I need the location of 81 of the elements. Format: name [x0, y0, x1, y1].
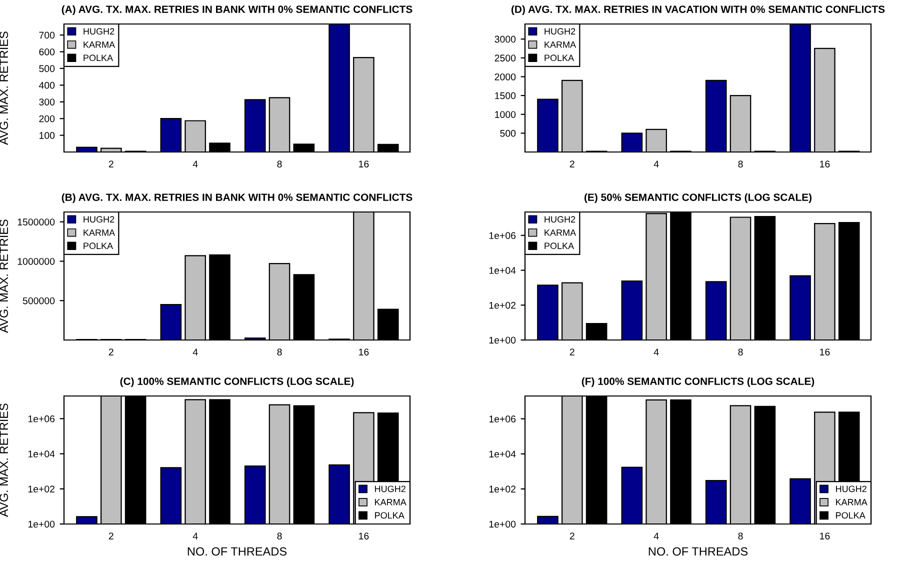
x-tick-label: 8 — [738, 348, 743, 356]
x-tick-label: 16 — [820, 532, 830, 540]
y-tick-label: 1e+06 — [489, 232, 516, 240]
y-tick-label: 1e+02 — [28, 486, 54, 492]
legend-label: KARMA — [84, 230, 116, 236]
y-axis-title: AVG. MAX. RETRIES — [0, 32, 8, 145]
x-tick-label: 8 — [277, 160, 282, 168]
legend-label: HUGH2 — [544, 216, 576, 223]
y-tick-label: 500 — [39, 65, 55, 72]
x-tick-label: 2 — [570, 348, 574, 356]
x-tick-label: 2 — [108, 160, 114, 168]
legend-label: POLKA — [836, 512, 866, 519]
legend-label: KARMA — [84, 42, 116, 48]
y-tick-label: 1e+04 — [489, 450, 516, 458]
x-tick-label: 8 — [738, 532, 743, 540]
y-tick-label: 600 — [39, 48, 55, 56]
y-tick-label: 400 — [38, 82, 55, 89]
x-tick-label: 8 — [277, 348, 282, 356]
legend-label: KARMA — [836, 499, 868, 506]
x-tick-label: 4 — [654, 348, 659, 356]
x-tick-label: 16 — [820, 160, 830, 168]
legend-label: HUGH2 — [84, 216, 114, 223]
chart-title: (F) 100% SEMANTIC CONFLICTS (LOG SCALE) — [582, 377, 814, 388]
chart-title: (B) AVG. TX. MAX. RETRIES IN BANK WITH 0% SEMANTIC CONFLICTS — [62, 193, 412, 204]
legend-label: POLKA — [544, 242, 574, 250]
legend-label: KARMA — [544, 42, 576, 48]
chart-title: (A) AVG. TX. MAX. RETRIES IN BANK WITH 0% SEMANTIC CONFLICTS — [62, 5, 412, 16]
legend-label: HUGH2 — [544, 28, 576, 35]
x-tick-label: 4 — [654, 160, 659, 168]
chart-title: (E) 50% SEMANTIC CONFLICTS (LOG SCALE) — [584, 193, 812, 204]
y-tick-label: 1500000 — [18, 218, 55, 226]
x-tick-label: 2 — [570, 160, 574, 168]
y-axis-title: AVG. MAX. RETRIES — [0, 220, 8, 333]
x-tick-label: 4 — [192, 348, 198, 356]
legend-label: KARMA — [375, 499, 406, 506]
y-tick-label: 500000 — [22, 297, 55, 304]
y-tick-label: 1e+06 — [489, 416, 516, 422]
x-tick-label: 16 — [359, 532, 369, 540]
chart-title: (D) AVG. TX. MAX. RETRIES IN VACATION WITH 0% SEMANTIC CONFLICTS — [512, 5, 885, 16]
x-tick-label: 16 — [359, 160, 369, 168]
y-tick-label: 1e+00 — [28, 520, 55, 528]
y-tick-label: 1e+02 — [489, 302, 516, 309]
y-tick-label: 1e+02 — [489, 486, 516, 493]
y-tick-label: 500 — [500, 130, 516, 137]
y-tick-label: 1e+06 — [28, 415, 55, 422]
legend-label: HUGH2 — [84, 28, 114, 35]
y-tick-label: 1000000 — [18, 258, 55, 265]
y-tick-label: 2500 — [494, 54, 516, 62]
x-tick-label: 8 — [277, 532, 282, 540]
x-tick-label: 4 — [192, 160, 198, 168]
y-tick-label: 1000 — [495, 111, 516, 118]
y-tick-label: 200 — [39, 115, 55, 122]
y-tick-label: 300 — [39, 98, 55, 106]
x-axis-title: NO. OF THREADS — [648, 547, 748, 556]
x-tick-label: 8 — [738, 160, 743, 168]
y-tick-label: 1e+04 — [28, 450, 55, 458]
y-axis-title: AVG. MAX. RETRIES — [0, 404, 8, 517]
x-tick-label: 2 — [108, 348, 114, 356]
legend-label: HUGH2 — [375, 486, 406, 492]
legend-label: POLKA — [84, 54, 114, 62]
y-tick-label: 2000 — [494, 73, 516, 80]
x-tick-label: 16 — [359, 348, 369, 356]
y-tick-label: 1e+00 — [489, 520, 516, 528]
legend-label: KARMA — [544, 230, 576, 236]
y-tick-label: 700 — [39, 32, 55, 39]
x-axis-title: NO. OF THREADS — [188, 547, 287, 556]
y-tick-label: 1e+04 — [489, 267, 516, 274]
y-tick-label: 1e+00 — [489, 336, 516, 344]
legend-label: POLKA — [84, 242, 114, 250]
x-tick-label: 4 — [654, 532, 659, 540]
x-tick-label: 4 — [192, 532, 198, 540]
legend-label: POLKA — [544, 54, 574, 62]
legend-label: HUGH2 — [836, 486, 866, 492]
y-tick-label: 100 — [39, 132, 55, 139]
chart-title: (C) 100% SEMANTIC CONFLICTS (LOG SCALE) — [120, 377, 354, 388]
y-tick-label: 3000 — [494, 36, 516, 43]
legend-label: POLKA — [375, 512, 404, 519]
y-tick-label: 1500 — [495, 92, 516, 100]
x-tick-label: 2 — [570, 532, 574, 540]
x-tick-label: 2 — [108, 532, 114, 540]
x-tick-label: 16 — [820, 348, 830, 356]
